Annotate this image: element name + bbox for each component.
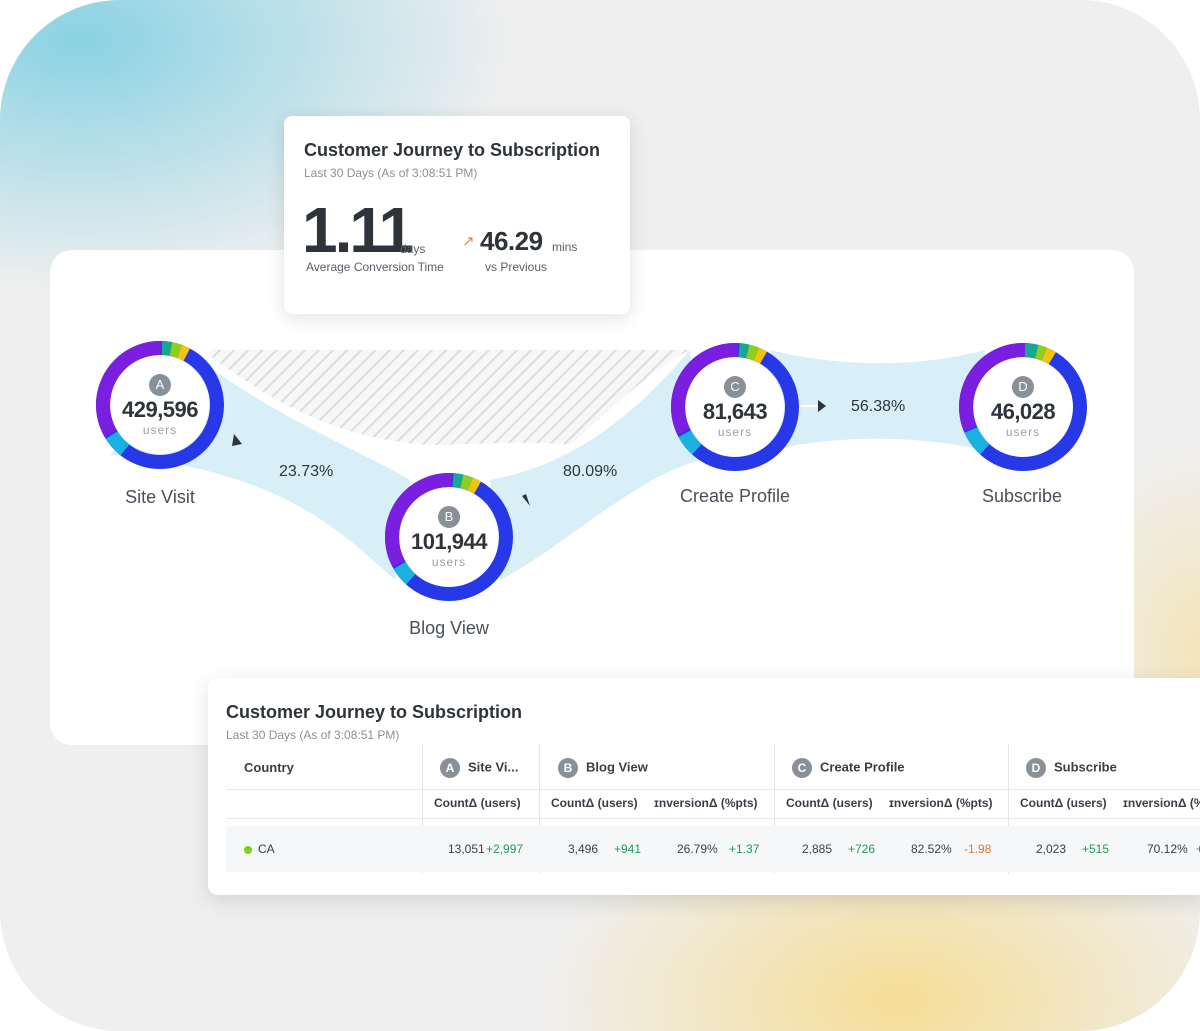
step-badge: B (438, 505, 460, 528)
subheader-c-count[interactable]: CountΔ (users) (786, 796, 873, 810)
cell-d-count: 2,023 (1036, 842, 1067, 856)
group-name: Subscribe (1054, 759, 1117, 775)
cell-c-conversion-delta: -1.98 (964, 842, 992, 856)
subheader-d-conversion[interactable]: ɪnversionΔ (% (1123, 796, 1200, 810)
subheader-b-conversion[interactable]: ɪnversionΔ (%pts) (654, 796, 758, 810)
donut-ring (95, 341, 224, 469)
conversion-pct-c-d: 56.38% (851, 398, 906, 415)
cell-b-count: 3,496 (568, 842, 599, 856)
table-card: Customer Journey to Subscription Last 30… (208, 678, 1200, 895)
subheader-b-count[interactable]: CountΔ (users) (551, 796, 638, 810)
step-badge: D (1012, 375, 1034, 398)
step-label-site-visit: Site Visit (125, 487, 195, 507)
step-count: 429,596 (121, 396, 199, 422)
subheader-c-conversion[interactable]: ɪnversionΔ (%pts) (889, 796, 993, 810)
avg-conversion-unit: days (400, 242, 426, 256)
kpi-card: Customer Journey to Subscription Last 30… (284, 116, 630, 314)
subheader-d-count[interactable]: CountΔ (users) (1020, 796, 1107, 810)
step-badge: D (1026, 758, 1046, 778)
step-badge: A (149, 373, 171, 396)
country-name: CA (258, 842, 275, 856)
column-header-blog-view[interactable]: B Blog View (558, 758, 648, 778)
conversion-pct-b-c: 80.09% (563, 463, 618, 480)
step-label-subscribe: Subscribe (981, 486, 1063, 506)
cell-a-count-delta: +2,997 (486, 842, 524, 856)
subheader-divider (226, 818, 1200, 819)
cell-d-conversion-delta: + (1196, 842, 1200, 856)
journey-node-create-profile[interactable]: C 81,643 users (670, 342, 800, 472)
cell-d-conversion: 70.12% (1147, 842, 1188, 856)
table-row-country[interactable]: CA (244, 842, 275, 856)
delta-label: vs Previous (485, 260, 548, 274)
cell-b-conversion: 26.79% (677, 842, 718, 856)
donut-ring (385, 473, 513, 601)
country-color-dot (244, 845, 252, 854)
avg-conversion-value: 1.11 (302, 194, 414, 266)
table-card-subtitle: Last 30 Days (As of 3:08:51 PM) (226, 728, 400, 742)
column-header-subscribe[interactable]: D Subscribe (1026, 758, 1117, 778)
conversion-pct-a-b: 23.73% (279, 463, 334, 480)
column-divider (774, 744, 775, 874)
cell-c-conversion: 82.52% (911, 842, 952, 856)
flow-band-c-d (770, 350, 985, 450)
cell-c-count-delta: +726 (848, 842, 876, 856)
kpi-card-title: Customer Journey to Subscription (304, 140, 601, 160)
donut-ring (671, 343, 799, 471)
journey-node-site-visit[interactable]: A 429,596 users (95, 340, 225, 470)
table-card-title: Customer Journey to Subscription (226, 702, 523, 722)
column-divider (1008, 744, 1009, 874)
dropoff-band (210, 350, 690, 445)
journey-panel: A 429,596 users Site Visit B 101,944 use… (50, 250, 1134, 745)
arrow-marker-c-d (818, 400, 826, 412)
column-header-country[interactable]: Country (244, 760, 294, 775)
donut-ring (959, 343, 1087, 471)
kpi-card-subtitle: Last 30 Days (As of 3:08:51 PM) (304, 166, 478, 180)
step-label-create-profile: Create Profile (679, 486, 791, 506)
cell-b-count-delta: +941 (614, 842, 642, 856)
table-row-background (226, 826, 1200, 872)
step-count: 46,028 (990, 398, 1056, 424)
header-divider (226, 789, 1200, 790)
group-name: Create Profile (820, 759, 905, 775)
step-unit: users (142, 422, 178, 437)
group-name: Site Vi... (468, 759, 519, 775)
step-badge: C (724, 375, 746, 398)
step-count: 81,643 (702, 398, 768, 424)
column-header-site-visit[interactable]: A Site Vi... (440, 758, 518, 778)
column-divider (422, 744, 423, 874)
step-unit: users (431, 554, 467, 569)
arrow-marker-a-b (232, 434, 242, 446)
step-badge: A (440, 758, 460, 778)
delta-value: 46.29 (480, 226, 543, 256)
subheader-a-count[interactable]: CountΔ (users) (434, 796, 521, 810)
avg-conversion-label: Average Conversion Time (306, 260, 444, 274)
cell-d-count-delta: +515 (1082, 842, 1110, 856)
step-unit: users (1005, 424, 1041, 439)
cell-b-conversion-delta: +1.37 (729, 842, 760, 856)
step-label-blog-view: Blog View (409, 618, 489, 638)
cell-c-count: 2,885 (802, 842, 833, 856)
arrow-marker-b-c (522, 494, 530, 506)
delta-unit: mins (552, 240, 578, 254)
step-count: 101,944 (410, 528, 488, 554)
column-divider (539, 744, 540, 874)
flow-band-b-c (490, 350, 700, 580)
step-badge: B (558, 758, 578, 778)
journey-node-subscribe[interactable]: D 46,028 users (958, 342, 1088, 472)
group-name: Blog View (586, 759, 648, 775)
arrow-up-right-icon: ↗ (462, 233, 475, 250)
step-unit: users (717, 424, 753, 439)
cell-a-count: 13,051 (448, 842, 485, 856)
column-header-create-profile[interactable]: C Create Profile (792, 758, 905, 778)
step-badge: C (792, 758, 812, 778)
journey-node-blog-view[interactable]: B 101,944 users (384, 472, 514, 602)
